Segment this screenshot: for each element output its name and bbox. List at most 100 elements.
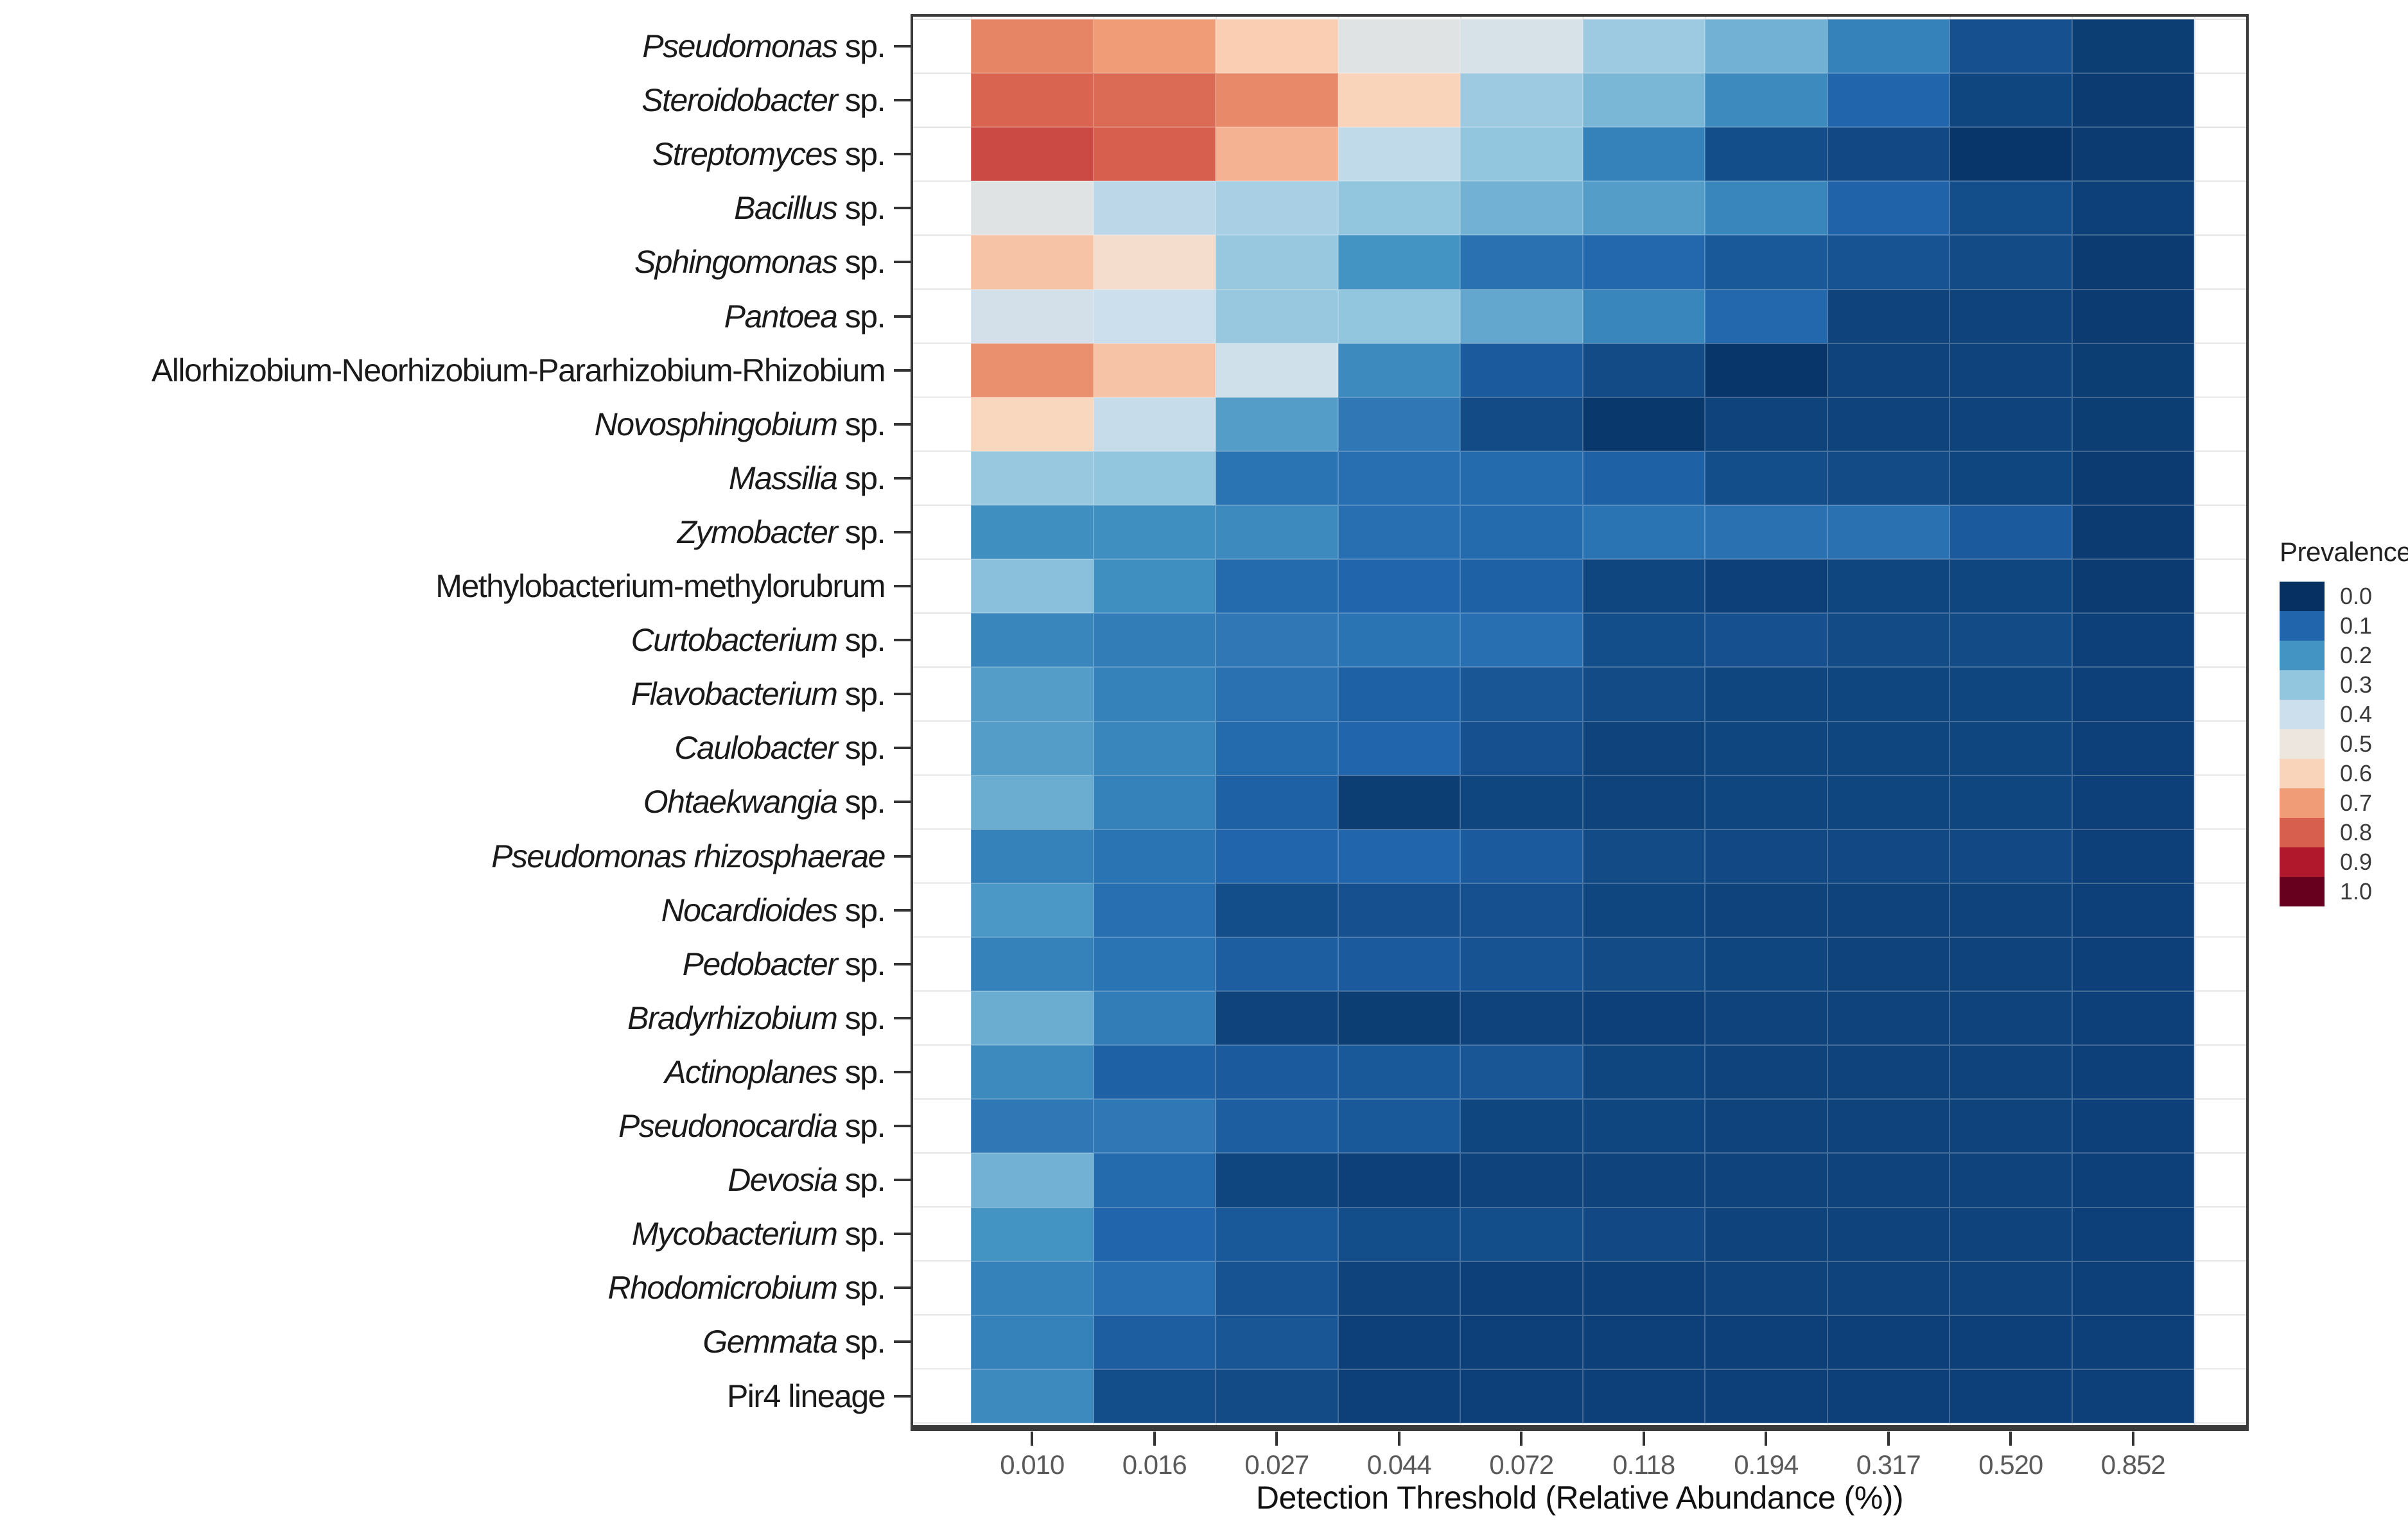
legend-swatch — [2280, 847, 2325, 877]
heatmap-cell — [1338, 127, 1460, 182]
heatmap-cell — [1705, 883, 1828, 937]
heatmap-cell — [2072, 181, 2194, 236]
heatmap-cell — [1950, 1153, 2072, 1208]
legend-label: 0.5 — [2340, 731, 2373, 757]
heatmap-cell — [1093, 667, 1216, 722]
heatmap-cell — [1705, 1153, 1828, 1208]
heatmap-cell — [1460, 1099, 1583, 1154]
heatmap-cell — [1705, 1261, 1828, 1315]
heatmap-cell — [1216, 1261, 1338, 1315]
heatmap-cell — [2072, 397, 2194, 451]
y-axis-tick — [894, 1233, 911, 1236]
heatmap-cell — [1338, 721, 1460, 775]
heatmap-cell — [1950, 667, 2072, 722]
heatmap-cell — [1950, 775, 2072, 829]
heatmap-cell — [1950, 505, 2072, 560]
y-axis-tick — [894, 1286, 911, 1290]
heatmap-cell — [1705, 181, 1828, 236]
heatmap-cell — [1460, 235, 1583, 290]
heatmap-cell — [1338, 1369, 1460, 1423]
y-axis-tick — [894, 854, 911, 858]
x-axis-label: 0.520 — [1978, 1450, 2043, 1480]
legend-label: 0.0 — [2340, 583, 2373, 609]
legend-item: 0.2 — [2280, 641, 2408, 670]
heatmap-cell — [1338, 181, 1460, 236]
heatmap-cell — [1582, 505, 1705, 560]
heatmap-cell — [1827, 883, 1950, 937]
heatmap-cell — [1950, 343, 2072, 397]
heatmap-cell — [1950, 181, 2072, 236]
heatmap-cell — [2072, 883, 2194, 937]
heatmap-cell — [1216, 559, 1338, 614]
heatmap-cell — [1216, 181, 1338, 236]
legend-swatch — [2280, 611, 2325, 641]
y-axis-tick — [894, 261, 911, 264]
heatmap-cell — [1950, 1369, 2072, 1423]
legend: Prevalence 0.0 0.1 0.2 0.3 0.4 0.5 0.6 0.7 0.8 0.… — [2280, 537, 2408, 906]
heatmap-cell — [1827, 829, 1950, 883]
x-axis-label: 0.027 — [1244, 1450, 1309, 1480]
heatmap-cell — [1827, 19, 1950, 74]
y-axis-label: Zymobacter sp. — [677, 514, 886, 550]
heatmap-cell — [1338, 613, 1460, 668]
heatmap-cell — [1093, 883, 1216, 937]
heatmap-cell — [1338, 991, 1460, 1046]
heatmap-cell — [1705, 1315, 1828, 1369]
heatmap-cell — [1216, 73, 1338, 128]
y-axis-tick — [894, 99, 911, 102]
x-axis-label: 0.044 — [1366, 1450, 1432, 1480]
y-axis-tick — [894, 1125, 911, 1128]
y-axis-tick — [894, 585, 911, 588]
y-axis-label: Pedobacter sp. — [682, 946, 886, 982]
heatmap-cell — [1950, 1099, 2072, 1154]
heatmap-cell — [1582, 883, 1705, 937]
legend-label: 0.6 — [2340, 760, 2373, 786]
heatmap-cell — [1460, 937, 1583, 992]
heatmap-cell — [2072, 937, 2194, 992]
heatmap-cell — [1216, 343, 1338, 397]
heatmap-cell — [2072, 235, 2194, 290]
heatmap-cell — [1460, 127, 1583, 182]
legend-swatch — [2280, 877, 2325, 906]
heatmap-cell — [1705, 1045, 1828, 1100]
heatmap-cell — [2072, 1369, 2194, 1423]
y-axis-tick — [894, 639, 911, 642]
x-axis-tick — [1397, 1432, 1400, 1446]
heatmap-cell — [1705, 991, 1828, 1046]
heatmap-cell — [1460, 1045, 1583, 1100]
heatmap-cell — [1338, 1261, 1460, 1315]
y-axis-label: Devosia sp. — [728, 1162, 886, 1199]
heatmap-cell — [1827, 1315, 1950, 1369]
y-axis-tick — [894, 153, 911, 156]
heatmap-cell — [1827, 613, 1950, 668]
heatmap-cell — [1338, 505, 1460, 560]
x-axis-tick — [1031, 1432, 1034, 1446]
heatmap-cell — [1338, 559, 1460, 614]
heatmap-cell — [1093, 1207, 1216, 1261]
heatmap-cell — [1460, 1315, 1583, 1369]
y-axis-tick — [894, 908, 911, 912]
heatmap-cell — [1460, 883, 1583, 937]
heatmap-cell — [1093, 721, 1216, 775]
heatmap-cell — [1582, 397, 1705, 451]
heatmap-cell — [1950, 451, 2072, 506]
heatmap-cell — [971, 667, 1094, 722]
heatmap-cell — [1093, 505, 1216, 560]
heatmap-cell — [1827, 721, 1950, 775]
y-axis-label: Caulobacter sp. — [674, 730, 886, 766]
heatmap-cell — [1093, 1153, 1216, 1208]
y-axis-label: Pseudomonas rhizosphaerae — [491, 838, 886, 874]
heatmap-cell — [1216, 991, 1338, 1046]
heatmap-cell — [1338, 937, 1460, 992]
heatmap-cell — [1093, 343, 1216, 397]
x-axis-tick — [1153, 1432, 1156, 1446]
heatmap-cell — [1093, 397, 1216, 451]
heatmap-cell — [1093, 775, 1216, 829]
y-axis-label: Pantoea sp. — [724, 298, 886, 334]
legend-swatch — [2280, 700, 2325, 729]
heatmap-cell — [1705, 397, 1828, 451]
heatmap-cell — [2072, 991, 2194, 1046]
heatmap-cell — [971, 397, 1094, 451]
heatmap-cell — [1827, 343, 1950, 397]
y-axis-label: Ohtaekwangia sp. — [643, 784, 886, 820]
